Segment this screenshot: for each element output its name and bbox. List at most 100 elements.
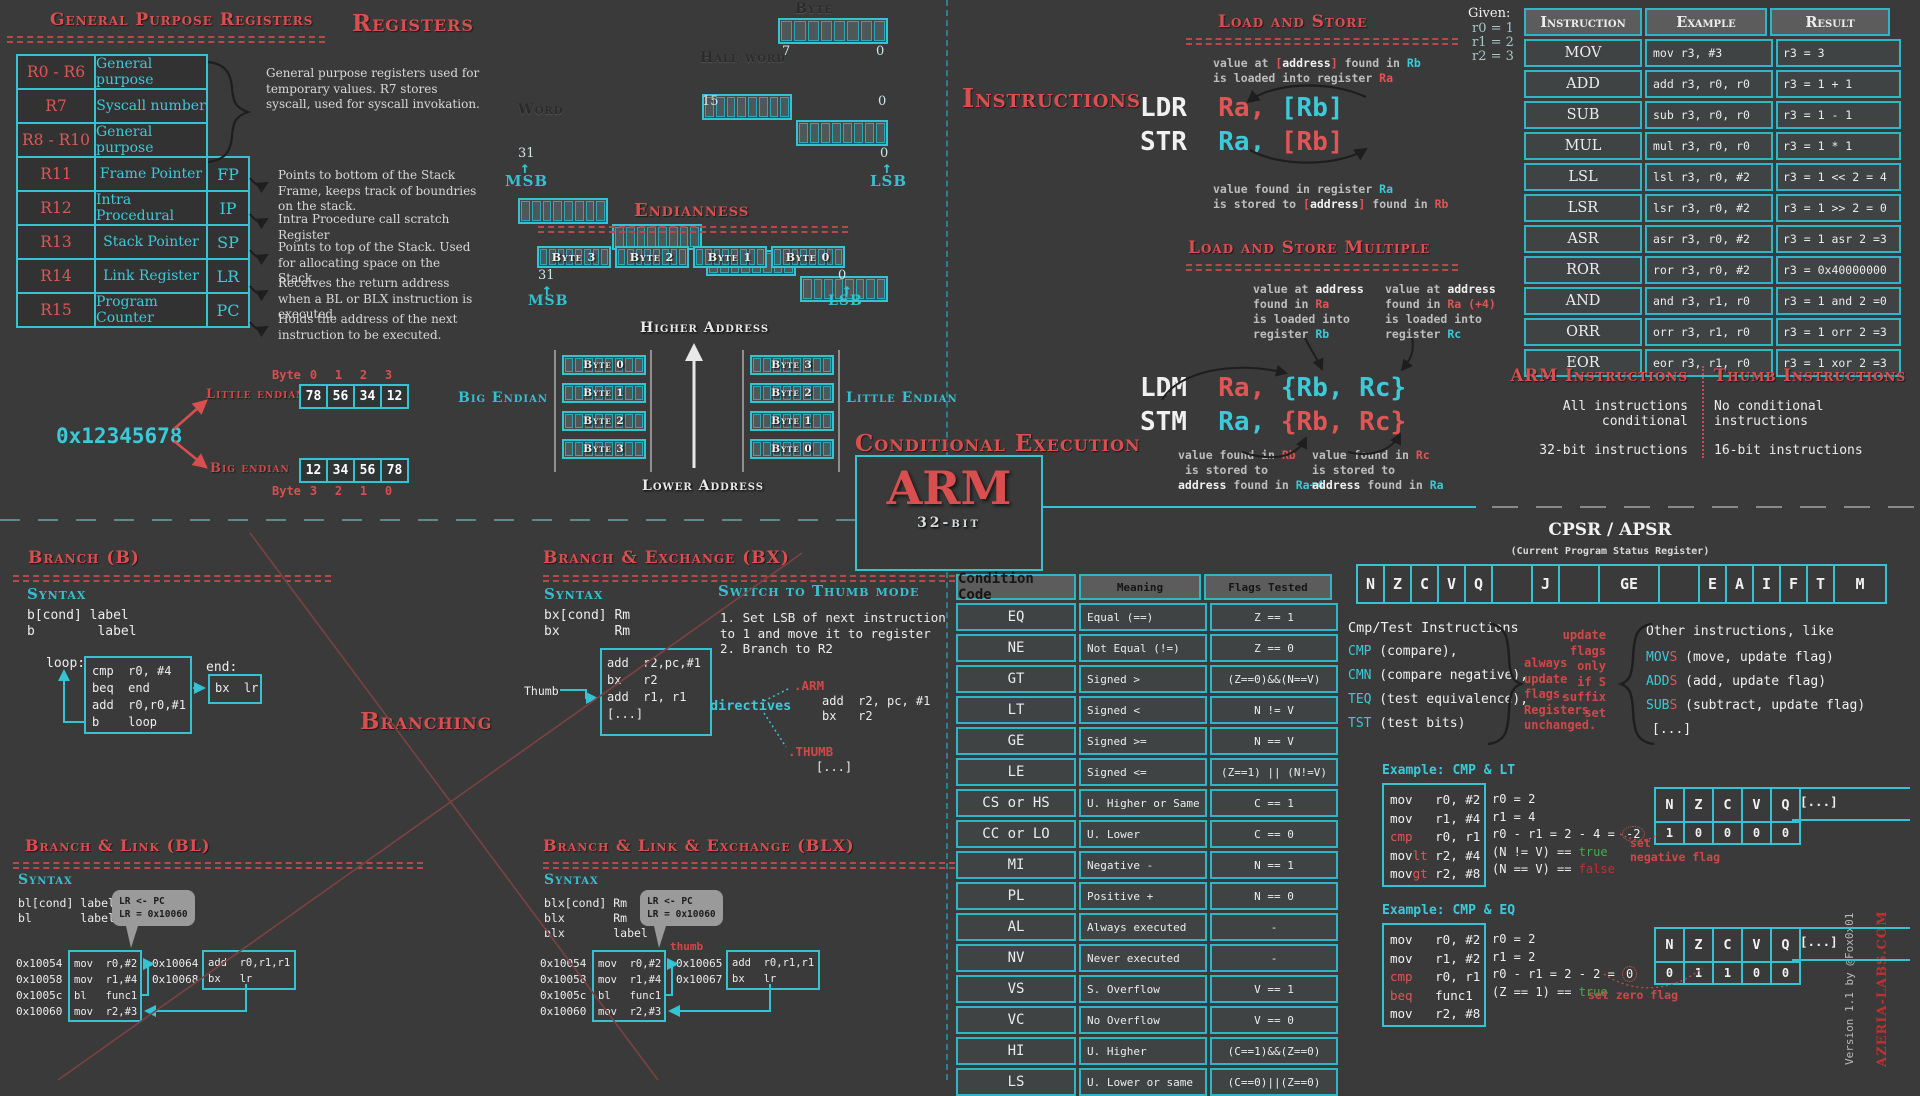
lower-address-label: Lower Address [642, 478, 764, 494]
gpr-register-desc: Frame Pointer [94, 156, 208, 192]
endianness-byte-group: Byte 2 [615, 246, 689, 268]
code-line: mov r0, #2 [1390, 792, 1481, 807]
flag-cell: Q [1770, 787, 1801, 823]
code-line: beq end [92, 681, 150, 695]
stack-byte-label: Byte 2 [583, 415, 625, 427]
address: 0x10058 [16, 973, 63, 986]
code-line: bx r2 [607, 673, 658, 687]
condition-code: LE [956, 758, 1076, 786]
stack-byte-label: Byte 3 [771, 359, 813, 371]
condition-row: MI Negative - N == 1 [956, 851, 1338, 879]
set-zero-flag-note: set zero flag [1588, 988, 1679, 1002]
gpr-register-desc: Program Counter [94, 292, 208, 328]
condition-flags: V == 1 [1210, 975, 1338, 1003]
flag-value: 0 [1741, 961, 1772, 985]
condition-flags: N == 0 [1210, 882, 1338, 910]
condition-flags: Z == 0 [1210, 634, 1338, 662]
instruction-example: add r3, r0, r0 [1645, 70, 1773, 98]
byte-value-cell: 78 [380, 458, 409, 483]
instruction-example: mul r3, r0, r0 [1645, 132, 1773, 160]
tst-item: TST (test bits) [1348, 716, 1466, 731]
byte-chip-label: Byte 0 [785, 250, 831, 264]
arm-instructions-line1: All instructions conditional [1562, 399, 1688, 429]
byte-index: 3 [309, 484, 318, 498]
thumb-instructions-title: Thumb Instructions [1714, 366, 1907, 385]
gpr-register-abbr: LR [206, 258, 250, 294]
msb-arrow-icon: ↑ [520, 158, 530, 177]
code-line: mov r1,#4 [74, 974, 138, 986]
lsb-label: LSB [870, 172, 908, 190]
arrow-icon [249, 177, 269, 194]
stack-byte-group: Byte 3 [562, 439, 646, 459]
branch-b-syntax-label: Syntax [27, 585, 87, 603]
load-store-underline [1186, 38, 1458, 45]
instruction-row: LSR lsr r3, r0, #2 r3 = 1 >> 2 = 0 [1524, 194, 1901, 222]
condition-row: AL Always executed - [956, 913, 1338, 941]
gpr-register-name: R15 [16, 292, 96, 328]
switch-step: to 1 and move it to register [720, 625, 931, 641]
load-store-title: Load and Store [1218, 12, 1368, 32]
instruction-table-body: MOV mov r3, #3 r3 = 3 ADD add r3, r0, r0… [1524, 39, 1901, 377]
instruction-result: r3 = 1 and 2 =0 [1776, 287, 1901, 315]
arrow-icon [249, 285, 269, 302]
condition-row: NE Not Equal (!=) Z == 0 [956, 634, 1338, 662]
code-line: mov r0,#2 [598, 958, 662, 970]
condition-meaning: Never executed [1079, 944, 1207, 972]
code-line: movlt r2, #4 [1390, 847, 1481, 863]
instruction-example: orr r3, r1, r0 [1645, 318, 1773, 346]
lsm-note-right: value at address found in Ra (+4) is loa… [1385, 282, 1496, 341]
msb-label: MSB [505, 172, 549, 190]
instruction-result: r3 = 1 asr 2 =3 [1776, 225, 1901, 253]
condition-code: VC [956, 1006, 1076, 1034]
lsb-arrow-icon: ↑ [882, 158, 892, 177]
instruction-name: MUL [1524, 132, 1642, 160]
address: 0x10054 [16, 957, 63, 970]
condition-row: VC No Overflow V == 0 [956, 1006, 1338, 1034]
loop-code: cmp r0, #4 beq end add r0,r0,#1 b loop [92, 663, 186, 731]
cpsr-title: CPSR / APSR [1548, 520, 1672, 540]
instruction-row: LSL lsl r3, r0, #2 r3 = 1 << 2 = 4 [1524, 163, 1901, 191]
cpsr-flag-q: Q [1464, 564, 1493, 604]
condition-code: LT [956, 696, 1076, 724]
condition-flags: C == 1 [1210, 789, 1338, 817]
code-line: mov r0, #2 [1390, 932, 1481, 947]
example-hex-value: 0x12345678 [56, 424, 183, 448]
little-endian-bytes: 78 56 34 12 [299, 384, 409, 409]
big-endian-right-line [650, 350, 652, 472]
instruction-row: SUB sub r3, r0, r0 r3 = 1 - 1 [1524, 101, 1901, 129]
teq-item: TEQ (test equivalence), [1348, 692, 1529, 707]
instruction-row: MUL mul r3, r0, r0 r3 = 1 * 1 [1524, 132, 1901, 160]
stack-byte-label: Byte 2 [771, 387, 813, 399]
thumb-directive-code: [...] [816, 760, 853, 774]
instruction-name: MOV [1524, 39, 1642, 67]
lsm-underline [1186, 264, 1458, 271]
movs-item: MOVS (move, update flag) [1646, 650, 1834, 665]
instruction-name: LSL [1524, 163, 1642, 191]
endianness-lsb-arrow-icon: ↑ [842, 280, 852, 299]
branch-bx-title: Branch & Exchange (BX) [543, 548, 790, 568]
ldm-arrow-icon [1304, 337, 1324, 371]
note-line: (Z == 1) == true [1492, 984, 1608, 999]
instruction-result: r3 = 1 - 1 [1776, 101, 1901, 129]
blx-lr-callout: LR <- PC LR = 0x10060 [640, 890, 723, 926]
instruction-result: r3 = 1 orr 2 =3 [1776, 318, 1901, 346]
arrow-icon [249, 213, 269, 230]
instruction-table: Instruction Example Result MOV mov r3, #… [1524, 8, 1901, 377]
bl-target-code: add r0,r1,r1 bx lr [208, 955, 290, 987]
flag-value: 0 [1683, 821, 1714, 845]
stack-byte-label: Byte 3 [583, 443, 625, 455]
cmp-item: CMP (compare), [1348, 644, 1458, 659]
code-line: cmp r0, r1 [1390, 969, 1481, 984]
blx-code: mov r0,#2 mov r1,#4 bl func1 mov r2,#3 [598, 956, 661, 1020]
code-line: mov r1, #2 [1390, 950, 1481, 966]
halfword-label: Half word [700, 50, 786, 66]
branching-title: Branching [360, 708, 493, 735]
note-line: r1 = 2 [1492, 949, 1536, 964]
code-line: [...] [607, 707, 644, 721]
instruction-example: lsl r3, r0, #2 [1645, 163, 1773, 191]
condition-flags: Z == 1 [1210, 603, 1338, 631]
byte-value-cell: 78 [299, 384, 328, 409]
code-line: bl func1 [74, 990, 138, 1002]
flag-value: 0 [1770, 961, 1801, 985]
